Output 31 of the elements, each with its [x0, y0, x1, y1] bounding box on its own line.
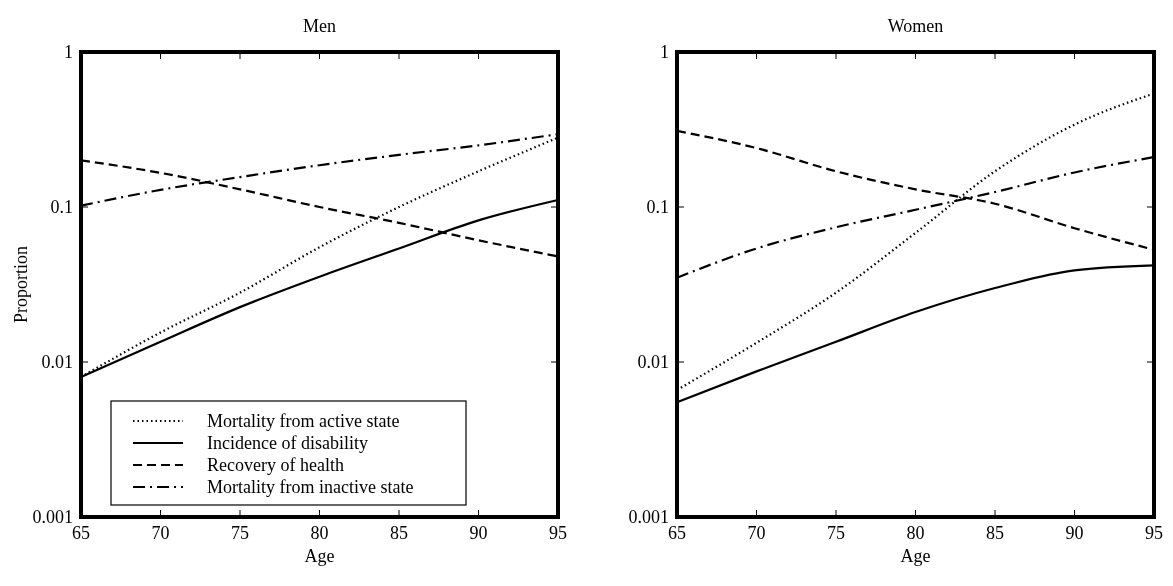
x-tick-label: 90: [469, 523, 488, 543]
y-axis-title: Proportion: [11, 245, 31, 324]
x-tick-label: 95: [1145, 523, 1163, 543]
y-tick-label: 0.001: [32, 507, 73, 527]
y-tick-label: 0.01: [637, 352, 669, 372]
y-tick-label: 1: [64, 42, 73, 62]
x-axis-title: Age: [304, 546, 335, 566]
x-tick-label: 95: [549, 523, 567, 543]
chart-title: Men: [303, 16, 336, 36]
legend-label: Mortality from inactive state: [207, 477, 414, 497]
y-tick-label: 1: [660, 42, 669, 62]
x-tick-label: 70: [151, 523, 170, 543]
y-tick-label: 0.01: [41, 352, 73, 372]
chart-title: Women: [887, 16, 944, 36]
x-tick-label: 85: [390, 523, 408, 543]
x-tick-label: 65: [668, 523, 686, 543]
x-tick-label: 70: [747, 523, 766, 543]
x-tick-label: 75: [231, 523, 249, 543]
legend-label: Recovery of health: [207, 455, 344, 475]
y-tick-label: 0.1: [646, 197, 669, 217]
legend-label: Mortality from active state: [207, 411, 400, 431]
x-tick-label: 80: [310, 523, 329, 543]
x-tick-label: 80: [906, 523, 925, 543]
x-axis-title: Age: [900, 546, 931, 566]
legend-label: Incidence of disability: [207, 433, 368, 453]
x-tick-label: 85: [986, 523, 1004, 543]
y-tick-label: 0.1: [50, 197, 73, 217]
x-tick-label: 65: [72, 523, 90, 543]
y-tick-label: 0.001: [628, 507, 669, 527]
x-tick-label: 90: [1065, 523, 1084, 543]
x-tick-label: 75: [827, 523, 845, 543]
